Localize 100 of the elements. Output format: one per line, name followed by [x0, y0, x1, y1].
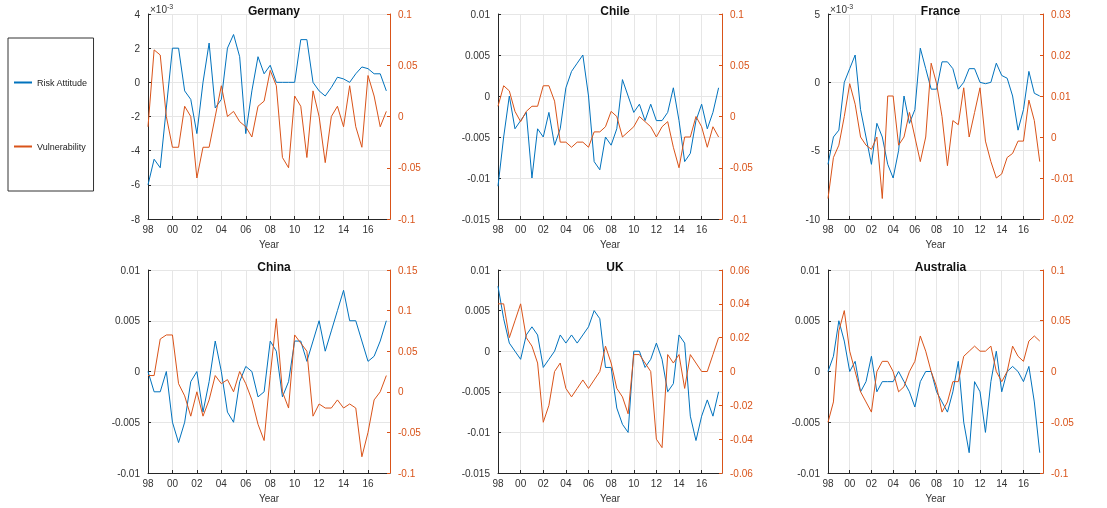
- x-tick-label: 08: [605, 223, 618, 235]
- y2-tick-label: 0: [1051, 131, 1057, 143]
- y2-tick-label: 0.15: [398, 264, 418, 276]
- x-tick-label: 00: [166, 223, 179, 235]
- line-series: [147, 289, 387, 444]
- y2-tick-label: 0.1: [1051, 264, 1066, 276]
- x-tick-label: 00: [515, 477, 527, 489]
- line-series: [497, 285, 720, 442]
- legend-label: Risk Attitude: [37, 77, 88, 88]
- y-tick-label: 0.01: [470, 264, 491, 276]
- x-tick-label: 08: [605, 477, 618, 489]
- y-tick-label: 0: [484, 90, 491, 102]
- x-tick-label: 10: [289, 223, 301, 235]
- x-tick-label: 98: [492, 223, 504, 235]
- y2-tick-label: 0.02: [1051, 49, 1071, 61]
- x-tick-label: 14: [337, 477, 350, 489]
- y2-tick-label: 0.05: [730, 59, 750, 71]
- x-tick-label: 06: [240, 477, 252, 489]
- x-tick-label: 98: [822, 223, 834, 235]
- x-axis-title: Year: [599, 238, 621, 250]
- x-tick-label: 10: [952, 223, 965, 235]
- x-tick-label: 16: [1017, 223, 1030, 235]
- y-tick-label: 0: [814, 366, 821, 377]
- y-tick-label: 0.005: [464, 49, 491, 61]
- y-tick-label: -0.005: [461, 131, 491, 143]
- chart-title: France: [920, 4, 961, 18]
- y2-tick-label: 0.03: [1051, 8, 1071, 20]
- x-tick-label: 12: [974, 223, 987, 235]
- line-series: [827, 62, 1041, 199]
- y-tick-label: -8: [131, 213, 141, 225]
- x-tick-label: 98: [822, 477, 834, 489]
- y-tick-label: -0.015: [461, 467, 491, 479]
- x-tick-label: 00: [166, 477, 179, 489]
- y2-tick-label: -0.1: [1051, 467, 1069, 479]
- x-axis-title: Year: [258, 238, 280, 250]
- x-tick-label: 04: [560, 223, 572, 235]
- y2-tick-label: 0.1: [730, 8, 745, 20]
- chart-title: Chile: [600, 4, 630, 18]
- x-tick-label: 14: [337, 223, 350, 235]
- line-series: [497, 54, 720, 187]
- y2-tick-label: -0.01: [1051, 172, 1075, 184]
- y-tick-label: 0.01: [120, 264, 141, 276]
- x-tick-label: 04: [215, 223, 228, 235]
- y-tick-label: 0.01: [800, 264, 821, 276]
- x-tick-label: 10: [628, 223, 640, 235]
- chart-title: China: [257, 260, 291, 274]
- x-tick-label: 08: [264, 223, 277, 235]
- y-tick-label: -0.01: [467, 426, 491, 438]
- x-tick-label: 98: [492, 477, 504, 489]
- y2-tick-label: -0.02: [730, 399, 754, 411]
- y2-tick-label: 0: [730, 366, 736, 377]
- x-tick-label: 16: [696, 223, 708, 235]
- y2-tick-label: 0: [1051, 366, 1057, 377]
- x-tick-label: 06: [909, 477, 921, 489]
- x-tick-label: 02: [191, 477, 203, 489]
- x-tick-label: 02: [865, 223, 878, 235]
- y2-tick-label: 0.05: [398, 345, 418, 357]
- x-tick-label: 04: [887, 223, 900, 235]
- x-tick-label: 04: [215, 477, 228, 489]
- y2-tick-label: -0.05: [398, 162, 422, 174]
- y2-tick-label: 0: [730, 111, 736, 122]
- y-tick-label: -0.01: [467, 172, 491, 184]
- y2-tick-label: 0.01: [1051, 90, 1071, 102]
- x-tick-label: 10: [289, 477, 301, 489]
- y-tick-label: -0.005: [461, 386, 491, 398]
- y-tick-label: 0.005: [114, 315, 141, 327]
- y-tick-label: 0.01: [470, 8, 491, 20]
- y2-tick-label: -0.1: [398, 467, 416, 479]
- x-tick-label: 12: [313, 223, 326, 235]
- x-tick-label: 10: [952, 477, 965, 489]
- y2-tick-label: 0.05: [398, 59, 418, 71]
- chart-title: Australia: [914, 260, 967, 274]
- y-tick-label: -0.01: [117, 467, 141, 479]
- x-tick-label: 98: [142, 223, 154, 235]
- x-tick-label: 16: [362, 223, 374, 235]
- x-tick-label: 14: [673, 223, 686, 235]
- y2-tick-label: -0.05: [730, 162, 754, 174]
- x-tick-label: 06: [909, 223, 921, 235]
- y-tick-label: 0.005: [794, 315, 821, 327]
- y-tick-label: 0: [134, 366, 141, 377]
- y2-tick-label: -0.04: [730, 433, 754, 445]
- y-tick-label: -6: [131, 179, 141, 191]
- x-axis-title: Year: [599, 492, 621, 504]
- y2-tick-label: -0.05: [1051, 416, 1075, 428]
- y-tick-label: 0.005: [464, 305, 491, 317]
- x-tick-label: 12: [650, 477, 663, 489]
- y2-tick-label: 0.06: [730, 264, 750, 276]
- y-tick-label: 4: [134, 8, 141, 20]
- line-series: [497, 85, 720, 169]
- line-series: [147, 318, 387, 458]
- y-tick-label: 2: [134, 42, 141, 54]
- x-tick-label: 06: [582, 223, 595, 235]
- y-tick-label: -4: [131, 145, 141, 157]
- x-tick-label: 08: [931, 223, 943, 235]
- y2-tick-label: 0.02: [730, 332, 750, 344]
- x-tick-label: 02: [191, 223, 203, 235]
- x-tick-label: 00: [844, 477, 856, 489]
- x-tick-label: 98: [142, 477, 154, 489]
- x-tick-label: 02: [865, 477, 878, 489]
- x-axis-title: Year: [925, 492, 947, 504]
